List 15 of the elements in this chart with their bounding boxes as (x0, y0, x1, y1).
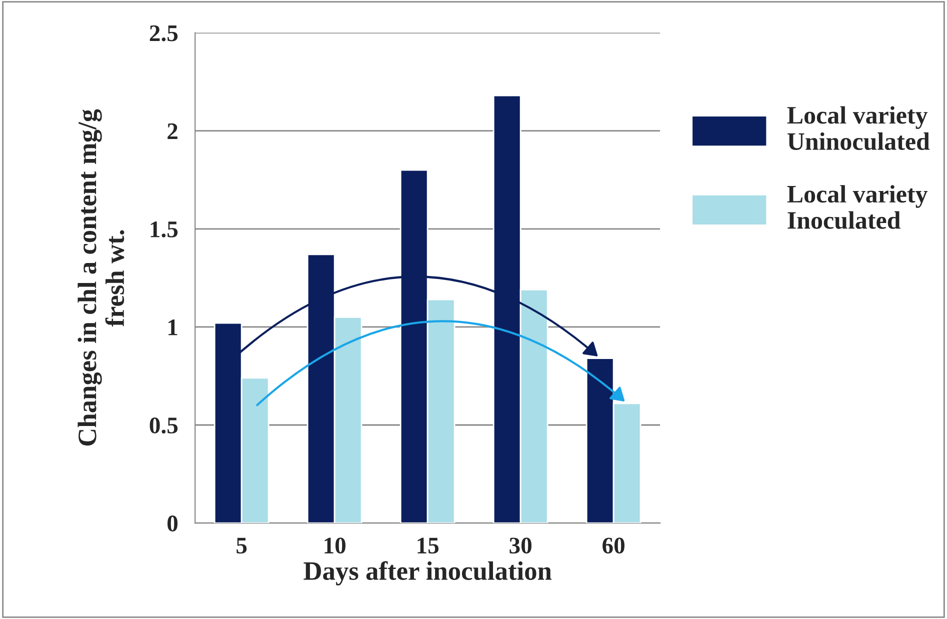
x-tick-label: 15 (418, 538, 439, 554)
x-tick-label: 60 (602, 538, 624, 554)
x-tick-label: 10 (324, 538, 346, 554)
x-tick-label: 30 (510, 538, 532, 554)
y-tick-label: 1.5 (150, 222, 178, 238)
y-tick-label: 2.5 (150, 25, 178, 42)
y-axis-title: Changes in chl a content mg/g fresh wt. (78, 109, 124, 446)
y-tick-label: 1 (168, 320, 178, 336)
y-tick-label: 0 (168, 516, 178, 532)
legend-label: Local variety Uninoculated (787, 106, 930, 150)
legend-label: Local variety Inoculated (787, 185, 928, 229)
x-tick-label: 5 (236, 538, 247, 554)
y-tick-label: 2 (168, 123, 178, 140)
x-axis-title: Days after inoculation (304, 561, 552, 586)
y-tick-label: 0.5 (150, 417, 178, 434)
